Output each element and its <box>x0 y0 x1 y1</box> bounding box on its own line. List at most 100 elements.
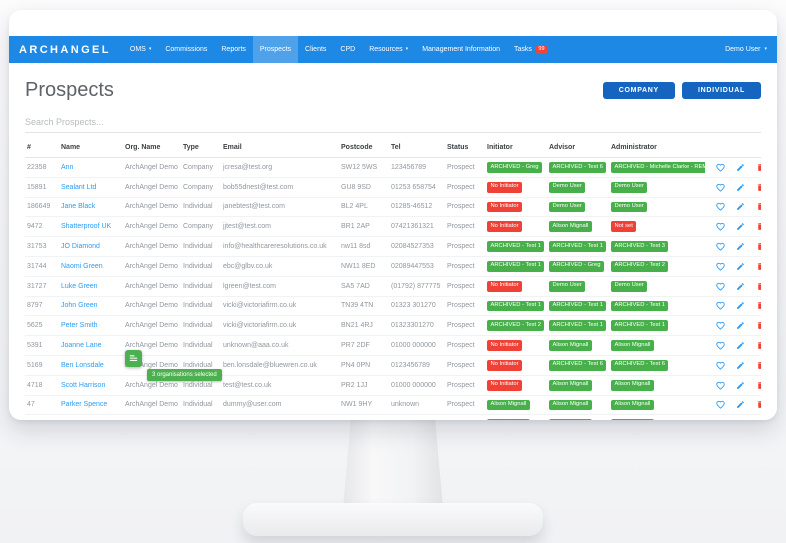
delete-trash-icon[interactable] <box>756 301 761 310</box>
cell-type: Company <box>181 157 221 178</box>
cell-tel: 01285-46512 <box>389 197 445 218</box>
cell-status: Prospect <box>445 355 485 376</box>
advisor-badge: ARCHIVED - Test 1 <box>549 300 607 312</box>
edit-pencil-icon[interactable] <box>736 222 745 231</box>
cell-postcode: PR2 1JJ <box>339 375 389 396</box>
delete-trash-icon[interactable] <box>756 163 761 172</box>
delete-trash-icon[interactable] <box>756 202 761 211</box>
cell-status: Prospect <box>445 296 485 317</box>
prospect-name-link[interactable]: John Green <box>61 302 98 310</box>
cell-tel: 01000 000000 <box>389 335 445 356</box>
edit-pencil-icon[interactable] <box>736 183 745 192</box>
favorite-heart-icon[interactable] <box>716 361 725 370</box>
individual-button[interactable]: INDIVIDUAL <box>681 82 761 99</box>
cell-status: Prospect <box>445 315 485 337</box>
brand-logo[interactable]: ARCHANGEL <box>19 43 111 56</box>
prospect-name-link[interactable]: Naomi Green <box>61 262 103 270</box>
col-header-email: Email <box>221 138 339 158</box>
prospect-name-link[interactable]: Scott Harrison <box>61 381 106 389</box>
favorite-heart-icon[interactable] <box>716 183 725 192</box>
favorite-heart-icon[interactable] <box>716 202 725 212</box>
delete-trash-icon[interactable] <box>756 242 761 251</box>
edit-pencil-icon[interactable] <box>736 163 745 172</box>
nav-item-reports[interactable]: Reports <box>221 46 246 53</box>
delete-trash-icon[interactable] <box>756 183 761 192</box>
edit-pencil-icon[interactable] <box>736 400 745 409</box>
edit-pencil-icon[interactable] <box>736 301 745 310</box>
nav-item-prospects[interactable]: Prospects <box>252 36 299 63</box>
company-button[interactable]: COMPANY <box>602 82 675 99</box>
delete-trash-icon[interactable] <box>756 262 761 271</box>
favorite-heart-icon[interactable] <box>716 262 725 271</box>
nav-item-clients[interactable]: Clients <box>305 46 327 53</box>
favorite-heart-icon[interactable] <box>716 222 725 232</box>
delete-trash-icon[interactable] <box>756 321 761 330</box>
favorite-heart-icon[interactable] <box>716 381 725 390</box>
edit-pencil-icon[interactable] <box>736 341 745 350</box>
nav-item-management-information[interactable]: Management Information <box>422 46 501 53</box>
page-content: Prospects COMPANY INDIVIDUAL # <box>9 63 777 420</box>
cell-email: test@test.co.uk <box>221 375 339 396</box>
delete-trash-icon[interactable] <box>756 361 761 370</box>
cell-postcode: PR7 2DF <box>339 335 389 356</box>
organisations-selected-tooltip: 3 organisations selected <box>147 369 222 381</box>
favorite-heart-icon[interactable] <box>716 301 725 311</box>
prospect-name-link[interactable]: Shatterproof UK <box>61 223 112 231</box>
prospect-name-link[interactable]: Parker Spence <box>61 401 108 409</box>
delete-trash-icon[interactable] <box>756 222 761 231</box>
table-row: 22358 Ann ArchAngel Demo Company jcresa@… <box>25 157 761 178</box>
monitor-stand-neck <box>343 418 443 508</box>
prospect-name-link[interactable]: Joanne Lane <box>61 342 102 350</box>
edit-pencil-icon[interactable] <box>736 381 745 390</box>
user-menu[interactable]: Demo User ▾ <box>725 46 767 53</box>
edit-pencil-icon[interactable] <box>736 262 745 271</box>
advisor-badge: ARCHIVED - Greg <box>549 260 604 272</box>
delete-trash-icon[interactable] <box>756 282 761 291</box>
administrator-badge: ARCHIVED - Test 1 <box>611 320 669 332</box>
delete-trash-icon[interactable] <box>756 381 761 390</box>
favorite-heart-icon[interactable] <box>716 341 725 350</box>
delete-trash-icon[interactable] <box>756 400 761 409</box>
advisor-badge: Alison Mignall <box>549 340 592 351</box>
administrator-badge: ARCHIVED - Test 3 <box>611 241 669 252</box>
prospect-name-link[interactable]: Jane Black <box>61 203 96 211</box>
prospect-name-link[interactable]: Ann <box>61 163 74 171</box>
administrator-badge: Not set <box>611 221 637 233</box>
cell-org-name: ArchAngel Demo <box>123 296 181 317</box>
cell-id: 5169 <box>25 355 59 376</box>
edit-pencil-icon[interactable] <box>736 242 745 251</box>
advisor-badge: Alison Mignall <box>549 221 592 233</box>
prospect-name-link[interactable]: JO Diamond <box>61 243 100 251</box>
edit-pencil-icon[interactable] <box>736 282 745 291</box>
edit-pencil-icon[interactable] <box>736 321 745 330</box>
delete-trash-icon[interactable] <box>756 341 761 350</box>
nav-item-tasks[interactable]: Tasks 99 <box>507 36 555 63</box>
prospect-name-link[interactable]: Luke Green <box>61 282 98 290</box>
favorite-heart-icon[interactable] <box>716 242 725 251</box>
edit-pencil-icon[interactable] <box>736 202 745 211</box>
cell-tel: unknown <box>389 395 445 416</box>
nav-item-resources[interactable]: Resources ▾ <box>369 46 409 53</box>
prospect-name-link[interactable]: Peter Smith <box>61 322 98 330</box>
edit-pencil-icon[interactable] <box>736 361 745 370</box>
nav-item-oms[interactable]: OMS ▾ <box>129 46 152 53</box>
prospect-name-link[interactable]: Sealant Ltd <box>61 183 97 191</box>
administrator-badge: ARCHIVED - Test 2 <box>611 260 669 272</box>
search-input[interactable] <box>25 110 761 133</box>
prospect-name-link[interactable]: Ben Lonsdale <box>61 361 104 369</box>
favorite-heart-icon[interactable] <box>716 400 725 410</box>
favorite-heart-icon[interactable] <box>716 163 725 172</box>
nav-item-commissions[interactable]: Commissions <box>165 46 208 53</box>
cell-tel: 01323 301270 <box>389 296 445 317</box>
favorite-heart-icon[interactable] <box>716 321 725 331</box>
col-header-id: # <box>25 138 59 158</box>
favorite-heart-icon[interactable] <box>716 282 725 291</box>
prospects-table-body: 22358 Ann ArchAngel Demo Company jcresa@… <box>25 157 761 420</box>
cell-email: vicki@victoriafirm.co.uk <box>221 296 339 317</box>
cell-status: Prospect <box>445 197 485 218</box>
table-header-row: # Name Org. Name Type Email Postcode Tel… <box>25 138 761 158</box>
organisations-selected-icon[interactable] <box>125 350 142 367</box>
cell-org-name: ArchAngel Demo <box>123 177 181 198</box>
nav-item-cpd[interactable]: CPD <box>340 46 356 53</box>
cell-id: 5625 <box>25 315 59 337</box>
